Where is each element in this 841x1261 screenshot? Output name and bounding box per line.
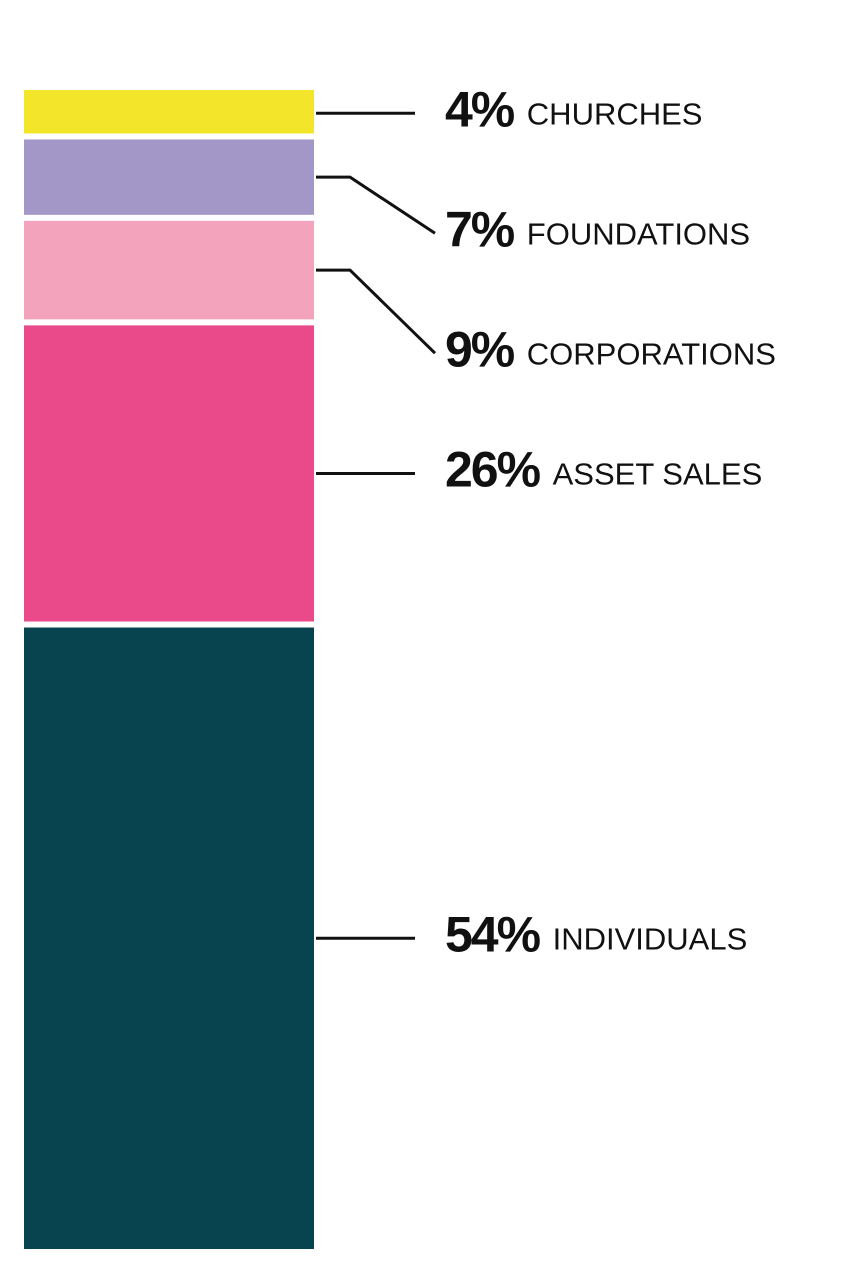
value-label: 9% (445, 321, 515, 377)
value-label: 26% (445, 442, 541, 498)
category-label: CORPORATIONS (527, 336, 776, 371)
category-label: CHURCHES (527, 96, 703, 131)
leader-line (316, 268, 437, 355)
bar-segment (24, 627, 314, 1249)
bar-segment (24, 325, 314, 622)
category-label: ASSET SALES (553, 457, 763, 492)
bar-segment (24, 220, 314, 320)
bar-segment (24, 139, 314, 215)
bar-segment (24, 90, 314, 134)
category-label: INDIVIDUALS (553, 921, 748, 956)
value-label: 7% (445, 201, 515, 257)
category-label: FOUNDATIONS (527, 216, 750, 251)
value-label: 54% (445, 906, 541, 962)
value-label: 4% (445, 81, 515, 137)
leader-line (316, 175, 436, 235)
